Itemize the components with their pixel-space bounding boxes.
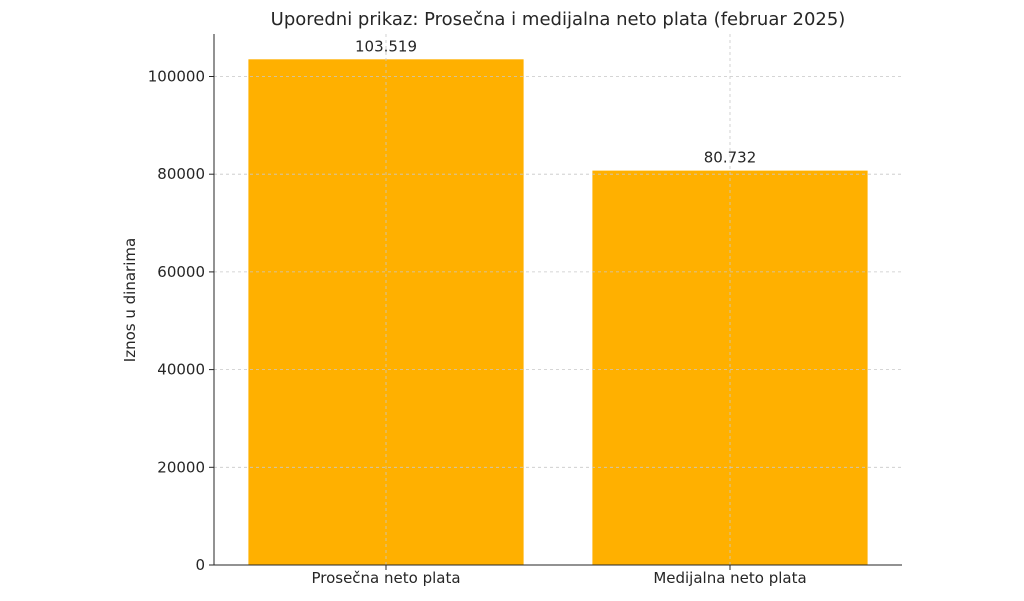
y-tick-label: 60000 (157, 263, 205, 281)
labels-layer: 0 20000 40000 60000 80000 100000 103.519 80.732… (148, 37, 807, 587)
x-category-label: Medijalna neto plata (653, 569, 806, 587)
bar-value-label: 103.519 (355, 37, 417, 55)
bars-layer (248, 59, 868, 566)
y-axis-label: Iznos u dinarima (121, 238, 139, 362)
axes-layer (209, 34, 902, 570)
y-tick-label: 100000 (148, 67, 205, 85)
y-tick-label: 0 (195, 556, 205, 574)
y-tick-label: 40000 (157, 361, 205, 379)
y-tick-label: 80000 (157, 165, 205, 183)
chart-title: Uporedni prikaz: Prosečna i medijalna ne… (271, 9, 846, 30)
bar-value-label: 80.732 (704, 149, 757, 167)
bar (592, 170, 868, 565)
x-category-label: Prosečna neto plata (311, 569, 460, 587)
y-tick-label: 20000 (157, 458, 205, 476)
